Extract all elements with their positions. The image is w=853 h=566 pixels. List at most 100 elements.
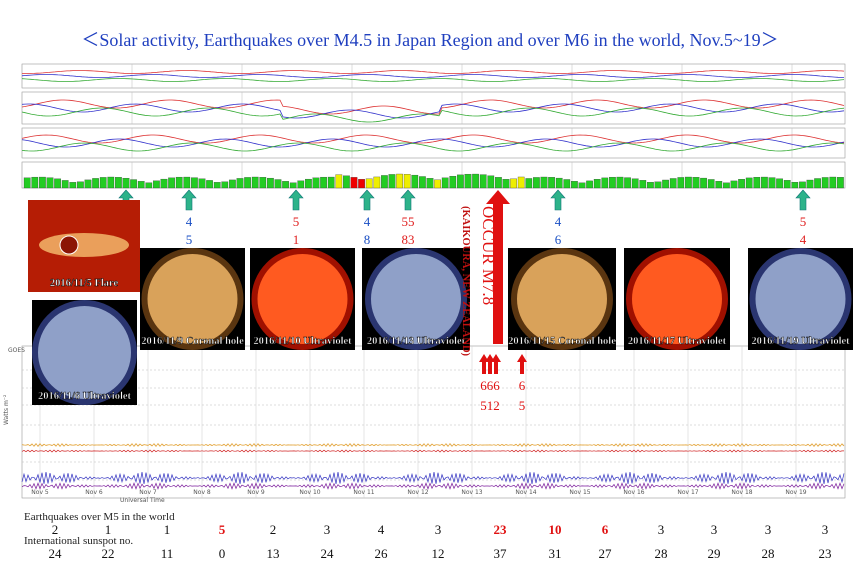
kp-bar [837,177,844,189]
kp-bar [753,176,761,189]
sun-disk [749,248,852,350]
sunspot-number: 13 [267,546,280,561]
image-caption: 2016/11/17 Ultraviolet [628,336,727,347]
kp-bar [707,179,715,189]
kp-bar [274,179,282,189]
kp-bar [677,177,685,189]
sun-disk [251,248,354,350]
quake-count: 3 [658,522,665,537]
trace [21,74,845,78]
event-arrow [486,190,510,344]
occulter [59,235,79,255]
date-label: Nov 8 [193,489,211,496]
arrow-count: 55 [402,214,415,229]
sunspot-number: 28 [762,546,775,561]
kp-bar [495,177,502,189]
date-label: Nov 9 [247,489,265,496]
kp-bar [449,175,457,189]
arrow-count: 4 [800,232,807,247]
trace [21,142,845,152]
sunspot-number: 24 [321,546,335,561]
sunspot-number: 23 [819,546,832,561]
kp-bar [609,176,616,189]
panel-frame [21,345,846,499]
flux-trace [21,471,845,485]
sun-disk [511,248,613,350]
kp-bar [335,174,343,189]
quake-count: 1 [105,522,112,537]
kp-bar [213,182,221,189]
kp-bar [586,180,593,189]
kp-bar [601,177,609,189]
date-label: Nov 14 [515,489,536,496]
kp-bar [175,176,183,189]
kp-bar [525,178,533,189]
kp-bar [593,179,601,189]
sunspot-number: 26 [375,546,389,561]
kp-bar [137,181,145,189]
kp-bar [244,177,251,189]
sunspot-number: 31 [549,546,562,561]
date-label: Nov 15 [569,489,590,496]
kp-bar [654,181,662,189]
sunspot-number: 0 [219,546,226,561]
green-arrow [400,189,416,211]
date-label: Nov 17 [677,489,698,496]
sunspot-number: 37 [494,546,508,561]
kp-bar [768,177,776,189]
arrow-count: 5 [800,214,807,229]
kp-bar [738,179,745,189]
kp-bar [548,177,555,189]
kp-bar [791,182,799,189]
kp-bar [639,180,647,189]
quake-count: 3 [435,522,442,537]
arrow-count: 8 [364,232,371,247]
image-caption: 2016/11/15 Coronal hole [508,336,616,347]
trace [21,103,845,119]
kp-bar [312,177,320,189]
event-place: (KAIKOURA, NEW ZEALAND) [460,206,471,357]
kp-bar [358,179,365,189]
kp-bar [487,175,495,189]
kp-bar [578,182,586,189]
kp-bar [99,177,107,189]
panel-frame [21,63,846,89]
quake-count: 2 [52,522,59,537]
kp-bar [776,178,783,189]
flux-trace [21,443,845,447]
kp-bar [723,182,730,189]
row-label: International sunspot no. [24,535,133,547]
kp-bar [160,178,168,189]
kp-bar [297,180,305,189]
kp-bar [457,174,464,189]
kp-bar [259,177,267,189]
arrow-count: 1 [293,232,300,247]
sunspot-number: 28 [655,546,668,561]
kp-bar [84,179,92,189]
event-count: 512 [480,398,500,413]
kp-bar [434,179,441,189]
quake-count: 3 [765,522,772,537]
event-count: 5 [519,398,526,413]
kp-bar [191,177,198,189]
kp-bar [229,179,236,189]
quake-count: 3 [822,522,829,537]
kp-bar [730,180,738,189]
kp-bar [206,180,213,189]
kp-bar [821,177,829,189]
sun-disk [141,248,244,350]
kp-bar [130,179,137,189]
kp-bar [540,176,548,189]
row-label: Earthquakes over M5 in the world [24,511,175,523]
trace [21,70,845,74]
kp-bar [77,181,84,189]
kp-bar [571,181,578,189]
event-count: 666 [480,378,500,393]
xray-panel: GOES Watts m⁻² Universal Time Nov 5 Nov 6 Nov… [3,345,846,504]
kp-bar [799,181,806,189]
event-label: OCCUR M7.8 [479,206,498,305]
kp-bar [343,175,350,189]
date-label: Nov 7 [139,489,157,496]
flux-trace [21,482,845,490]
kp-bar [327,176,335,189]
